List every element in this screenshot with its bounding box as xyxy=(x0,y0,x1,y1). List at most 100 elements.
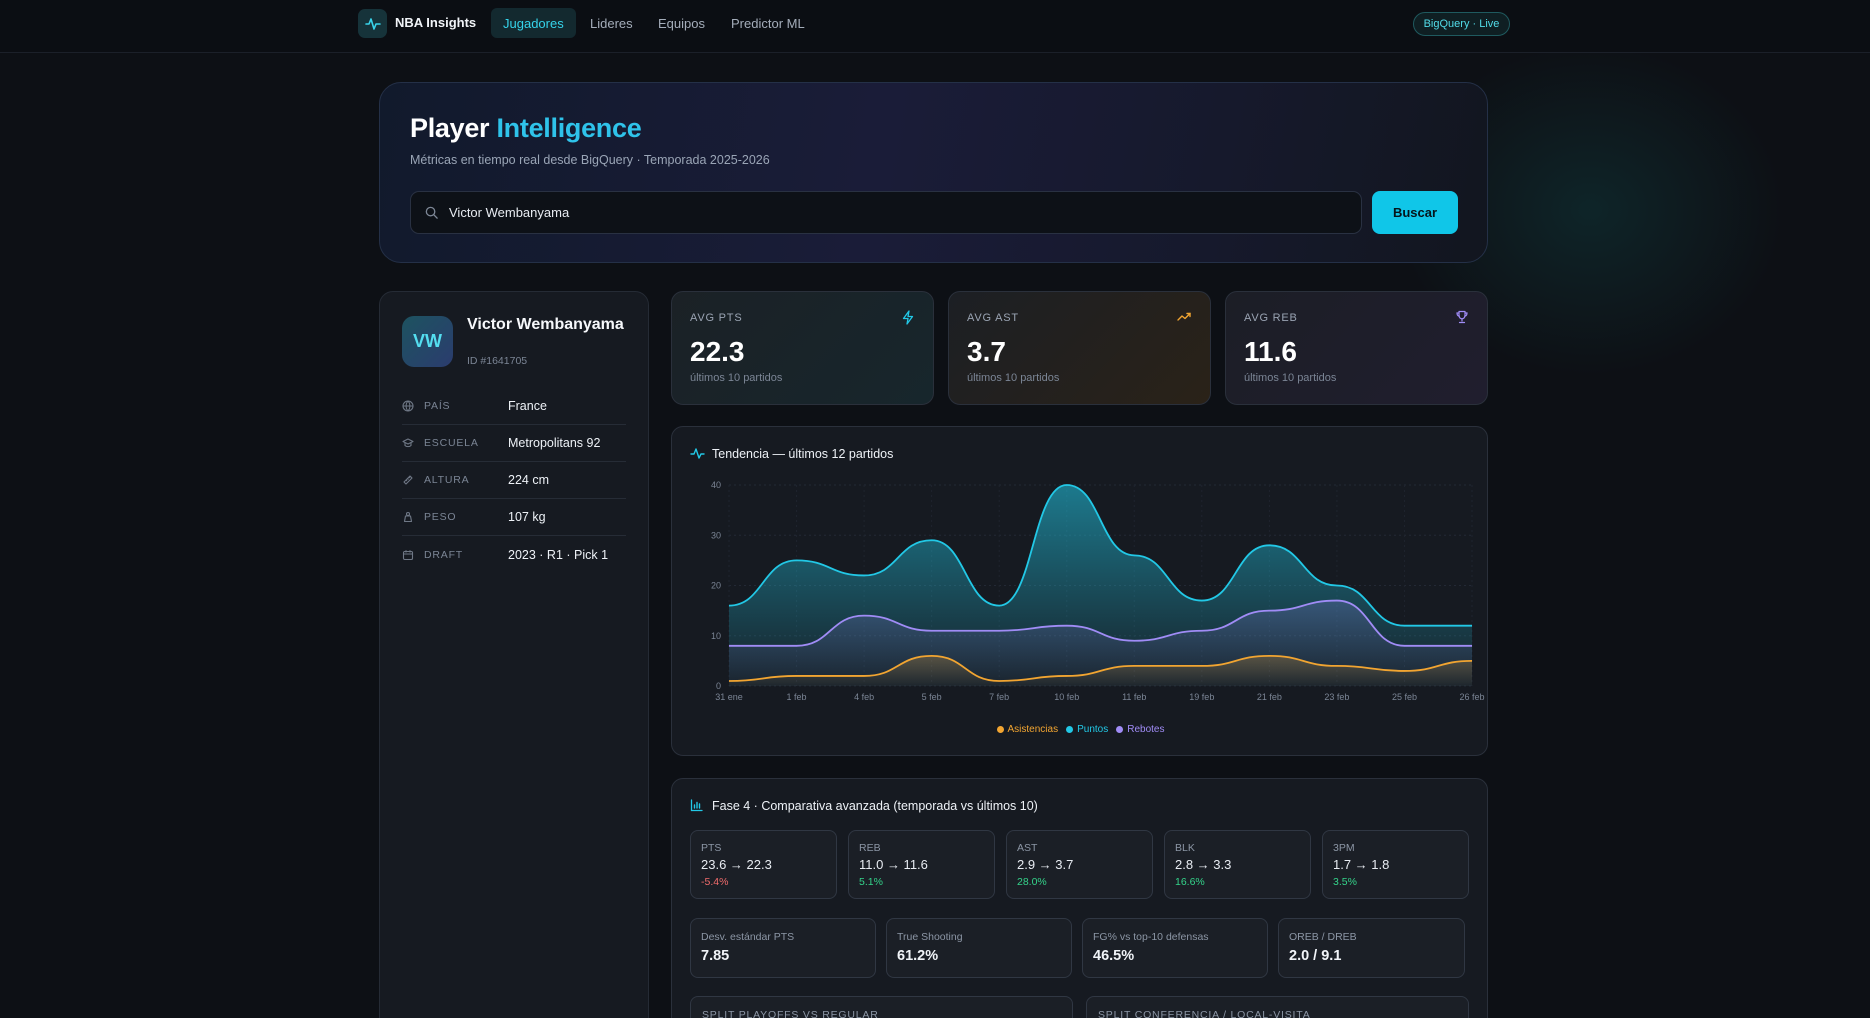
metric-label: FG% vs top-10 defensas xyxy=(1093,931,1209,943)
calendar-icon xyxy=(402,549,424,561)
x-tick-label: 10 feb xyxy=(1054,692,1079,702)
x-tick-label: 1 feb xyxy=(787,692,807,702)
bigquery-status-badge: BigQuery · Live xyxy=(1413,12,1510,36)
x-tick-label: 26 feb xyxy=(1459,692,1484,702)
metric-pts: PTS 23.6 → 22.3 -5.4% xyxy=(690,830,837,899)
info-row-height: ALTURA 224 cm xyxy=(402,462,626,499)
metric-value: 46.5% xyxy=(1093,948,1135,964)
info-value: 107 kg xyxy=(508,510,546,524)
tab-predictor-ml[interactable]: Predictor ML xyxy=(731,15,805,31)
metric-value: 23.6 → 22.3 xyxy=(701,857,772,872)
stat-note: últimos 10 partidos xyxy=(1244,372,1337,384)
tab-lideres[interactable]: Lideres xyxy=(590,15,633,31)
x-tick-label: 19 feb xyxy=(1189,692,1214,702)
series-area-asistencias xyxy=(729,655,1472,686)
series-line-puntos[interactable] xyxy=(728,484,1472,627)
player-profile-card: VW Victor Wembanyama ID #1641705 PAÍS Fr… xyxy=(379,291,649,1018)
metric-blk: BLK 2.8 → 3.3 16.6% xyxy=(1164,830,1311,899)
stat-value: 22.3 xyxy=(690,336,745,367)
metric-value: 11.0 → 11.6 xyxy=(859,857,928,872)
y-tick-label: 10 xyxy=(711,631,721,641)
bar-chart-icon xyxy=(690,799,703,817)
metric-delta: 16.6% xyxy=(1175,876,1205,888)
top-navbar: NBA Insights Jugadores Lideres Equipos P… xyxy=(0,0,1870,53)
metric-ast: AST 2.9 → 3.7 28.0% xyxy=(1006,830,1153,899)
legend-label: Asistencias xyxy=(1007,724,1059,735)
info-value: France xyxy=(508,399,547,413)
advanced-comparison-card: Fase 4 · Comparativa avanzada (temporada… xyxy=(671,778,1488,1018)
series-line-asistencias[interactable] xyxy=(728,654,1473,682)
metric-value: 1.7 → 1.8 xyxy=(1333,857,1390,872)
trending-up-icon xyxy=(1177,310,1192,328)
metric-label: REB xyxy=(859,842,881,854)
x-tick-label: 5 feb xyxy=(922,692,942,702)
info-label: DRAFT xyxy=(424,548,463,561)
metric-label: AST xyxy=(1017,842,1038,854)
split-label: SPLIT PLAYOFFS VS REGULAR xyxy=(702,1009,879,1018)
activity-icon xyxy=(690,447,705,465)
globe-icon xyxy=(402,400,424,412)
chart-title: Tendencia — últimos 12 partidos xyxy=(712,447,894,461)
y-tick-label: 30 xyxy=(711,530,721,540)
metric-reb: REB 11.0 → 11.6 5.1% xyxy=(848,830,995,899)
trend-chart: 0 10 20 30 40 31 ene 1 feb 4 feb 5 feb 7 feb 10 fe… xyxy=(711,480,1485,702)
series-line-rebotes[interactable] xyxy=(729,599,1472,647)
info-row-school: ESCUELA Metropolitans 92 xyxy=(402,425,626,462)
title-main: Player xyxy=(410,113,490,143)
avatar: VW xyxy=(402,316,453,367)
x-tick-label: 23 feb xyxy=(1324,692,1349,702)
lightning-icon xyxy=(901,310,915,330)
info-row-weight: PESO 107 kg xyxy=(402,499,626,536)
legend-dot xyxy=(996,726,1004,733)
metric-value: 61.2% xyxy=(897,948,939,964)
graduation-cap-icon xyxy=(402,437,424,449)
stat-label: AVG REB xyxy=(1244,312,1298,324)
info-value: 224 cm xyxy=(508,473,549,487)
metric-label: Desv. estándar PTS xyxy=(701,931,795,943)
metric-value: 2.8 → 3.3 xyxy=(1175,857,1232,872)
stat-value: 3.7 xyxy=(967,336,1006,367)
metric-delta: 5.1% xyxy=(859,876,883,888)
metric-delta: -5.4% xyxy=(701,876,729,888)
metric-label: PTS xyxy=(701,842,722,854)
x-tick-label: 4 feb xyxy=(854,692,874,702)
metric-label: OREB / DREB xyxy=(1289,931,1357,943)
info-label: ESCUELA xyxy=(424,437,479,449)
brand-name[interactable]: NBA Insights xyxy=(395,15,477,30)
metric-label: BLK xyxy=(1175,842,1195,854)
search-button[interactable]: Buscar xyxy=(1372,191,1458,234)
pulse-logo-icon[interactable] xyxy=(358,9,387,38)
stat-label: AVG AST xyxy=(967,312,1019,324)
legend-item-asistencias[interactable]: Asistencias xyxy=(996,724,1059,735)
split-playoffs-regular: SPLIT PLAYOFFS VS REGULAR xyxy=(690,996,1073,1018)
x-tick-label: 31 ene xyxy=(715,692,743,702)
y-tick-label: 0 xyxy=(716,681,721,691)
stat-card-avg-pts: AVG PTS 22.3 últimos 10 partidos xyxy=(671,291,934,405)
legend-dot xyxy=(1066,726,1074,733)
search-icon xyxy=(424,205,439,225)
y-tick-label: 40 xyxy=(711,480,721,490)
info-label: PAÍS xyxy=(424,400,451,412)
chart-legend: Asistencias Puntos Rebotes xyxy=(672,724,1489,735)
metric-value: 7.85 xyxy=(701,948,730,964)
legend-item-rebotes[interactable]: Rebotes xyxy=(1116,724,1164,735)
metric-oreb-dreb: OREB / DREB 2.0 / 9.1 xyxy=(1278,918,1465,978)
split-label: SPLIT CONFERENCIA / LOCAL-VISITA xyxy=(1098,1009,1311,1018)
metric-label: True Shooting xyxy=(897,931,963,943)
title-accent: Intelligence xyxy=(496,113,642,143)
ruler-icon xyxy=(402,474,424,486)
player-id: ID #1641705 xyxy=(467,355,528,367)
tab-jugadores[interactable]: Jugadores xyxy=(491,8,576,38)
metric-fg-vs-top10: FG% vs top-10 defensas 46.5% xyxy=(1082,918,1268,978)
stat-card-avg-ast: AVG AST 3.7 últimos 10 partidos xyxy=(948,291,1211,405)
legend-item-puntos[interactable]: Puntos xyxy=(1066,724,1108,735)
phase4-title: Fase 4 · Comparativa avanzada (temporada… xyxy=(712,799,1038,813)
stat-note: últimos 10 partidos xyxy=(967,372,1060,384)
player-search-input[interactable] xyxy=(449,192,1349,233)
stat-label: AVG PTS xyxy=(690,312,743,324)
stat-note: últimos 10 partidos xyxy=(690,372,783,384)
tab-equipos[interactable]: Equipos xyxy=(658,15,705,31)
page-subtitle: Métricas en tiempo real desde BigQuery ·… xyxy=(410,153,770,167)
metric-delta: 3.5% xyxy=(1333,876,1357,888)
search-box[interactable] xyxy=(410,191,1362,234)
